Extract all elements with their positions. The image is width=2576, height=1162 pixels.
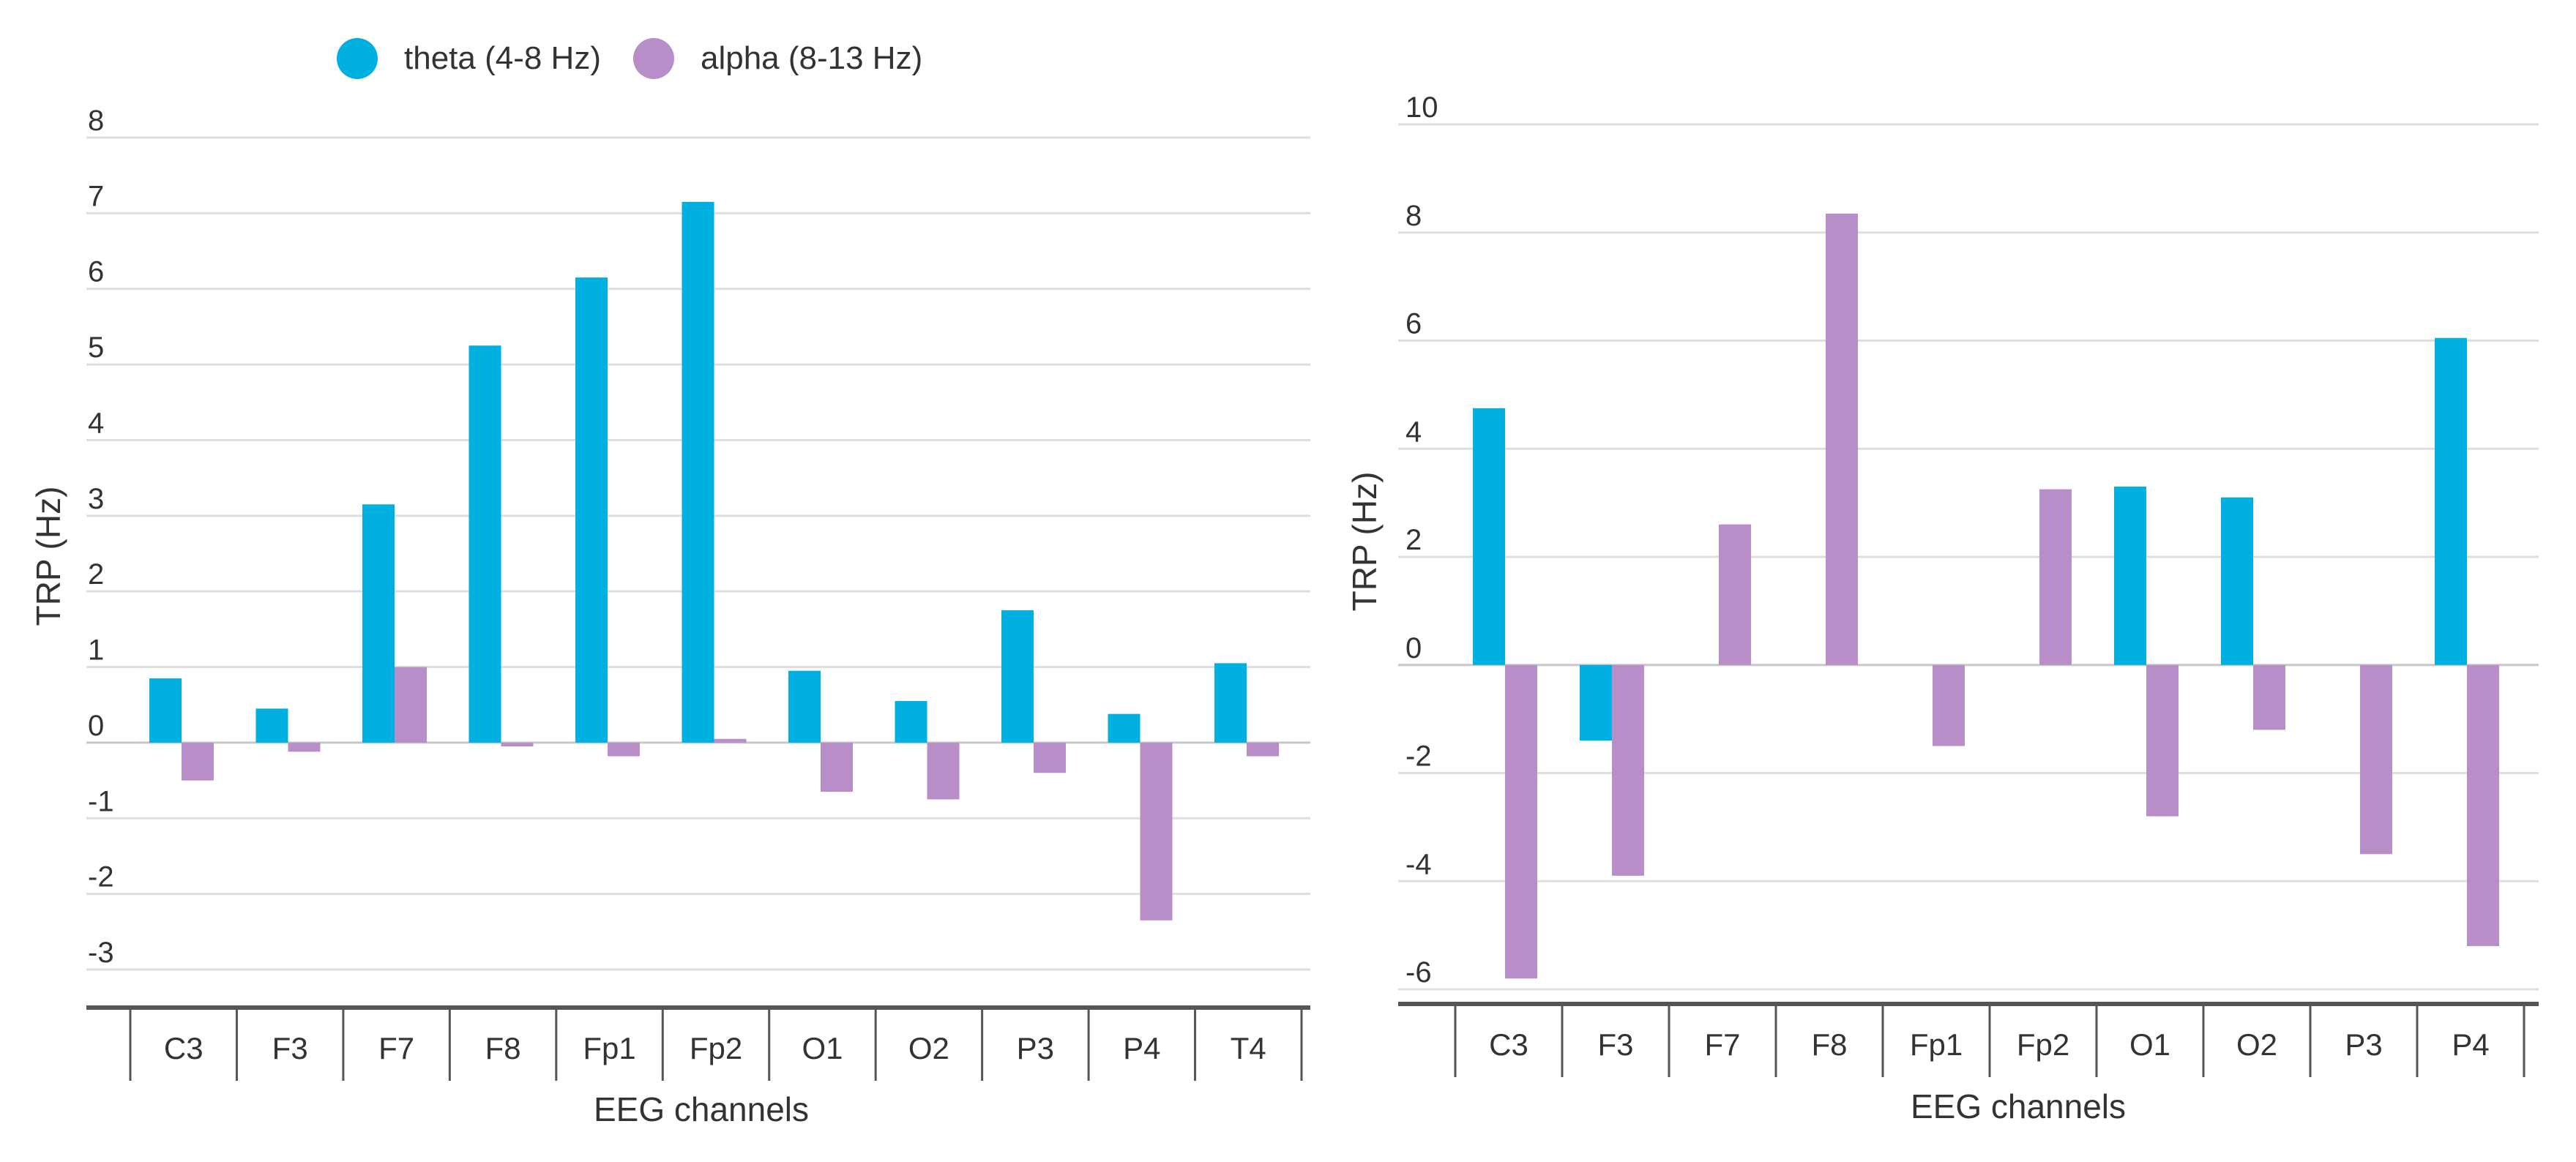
y-tick-label: -6	[1405, 956, 1432, 989]
bar-alpha-f7	[1719, 524, 1751, 665]
bar-theta-o1	[788, 670, 821, 743]
x-tick-label: F7	[378, 1031, 414, 1065]
x-axis-title: EEG channels	[1911, 1087, 2126, 1125]
x-axis-title: EEG channels	[594, 1090, 809, 1128]
x-tick-label: Fp1	[1910, 1027, 1963, 1062]
x-tick-label: T4	[1231, 1031, 1266, 1065]
bar-alpha-f3	[1612, 664, 1644, 876]
y-tick-label: 0	[1405, 632, 1422, 664]
y-axis-title: TRP (Hz)	[29, 487, 67, 626]
bar-theta-fp2	[682, 201, 714, 743]
bar-alpha-f8	[1826, 213, 1858, 665]
bar-theta-f3	[255, 708, 288, 743]
bar-alpha-fp1	[608, 742, 640, 757]
y-tick-label: 3	[88, 483, 104, 515]
legend-item-theta[interactable]: theta (4-8 Hz)	[337, 38, 601, 79]
y-axis-title: TRP (Hz)	[1345, 472, 1384, 612]
bar-theta-f3	[1580, 664, 1612, 741]
bar-alpha-o2	[2253, 664, 2285, 730]
chart-legend: theta (4-8 Hz) alpha (8-13 Hz)	[337, 32, 955, 85]
x-tick-label: F7	[1704, 1027, 1740, 1062]
legend-item-alpha[interactable]: alpha (8-13 Hz)	[632, 38, 923, 79]
bar-theta-t4	[1214, 663, 1247, 743]
bar-theta-o2	[2221, 497, 2253, 665]
bar-theta-fp1	[575, 277, 608, 743]
y-tick-label: 1	[88, 634, 104, 667]
bar-alpha-p4	[2467, 664, 2499, 946]
bar-theta-c3	[149, 678, 182, 743]
bar-theta-o1	[2114, 486, 2146, 665]
x-tick-label: O2	[908, 1031, 949, 1065]
x-tick-label: F8	[485, 1031, 521, 1065]
legend-alpha-swatch	[632, 38, 674, 79]
y-tick-label: -1	[88, 785, 114, 817]
bar-alpha-p4	[1140, 742, 1173, 921]
y-tick-label: 2	[1405, 524, 1422, 556]
y-tick-label: 4	[1405, 416, 1422, 448]
bar-theta-f7	[362, 504, 395, 743]
legend-theta-label: theta (4-8 Hz)	[404, 40, 601, 76]
legend-theta-swatch	[337, 38, 378, 79]
x-tick-label: Fp2	[2017, 1027, 2069, 1062]
y-tick-label: 6	[88, 256, 104, 288]
y-tick-label: 8	[88, 105, 104, 137]
y-tick-label: 2	[88, 558, 104, 591]
bar-alpha-p3	[2360, 664, 2392, 855]
bar-alpha-p3	[1034, 742, 1066, 773]
bar-theta-f8	[468, 345, 501, 743]
x-tick-label: F8	[1811, 1027, 1847, 1062]
y-tick-label: 0	[88, 710, 104, 742]
x-tick-label: C3	[1489, 1027, 1528, 1062]
y-tick-label: 6	[1405, 308, 1422, 340]
x-tick-label: P3	[1017, 1031, 1054, 1065]
bar-theta-o2	[895, 701, 927, 743]
y-tick-label: -3	[88, 937, 114, 969]
x-tick-label: O1	[802, 1031, 843, 1065]
bar-alpha-f3	[288, 742, 321, 752]
bar-theta-p4	[2435, 337, 2467, 665]
bar-alpha-f8	[501, 742, 534, 747]
bar-theta-c3	[1473, 408, 1505, 665]
x-tick-label: F3	[1597, 1027, 1633, 1062]
bar-alpha-o2	[927, 742, 960, 800]
bar-alpha-fp2	[714, 738, 747, 743]
bar-alpha-o1	[2146, 664, 2179, 817]
x-tick-label: P4	[1123, 1031, 1160, 1065]
y-tick-label: 8	[1405, 200, 1422, 232]
y-tick-label: -4	[1405, 848, 1432, 880]
bar-alpha-c3	[1505, 664, 1537, 979]
x-tick-label: P4	[2452, 1027, 2489, 1062]
x-tick-label: P3	[2345, 1027, 2382, 1062]
bar-theta-p4	[1108, 713, 1140, 743]
x-tick-label: C3	[164, 1031, 204, 1065]
y-tick-label: -2	[1405, 741, 1432, 773]
legend-alpha-label: alpha (8-13 Hz)	[700, 40, 923, 76]
x-tick-label: F3	[272, 1031, 308, 1065]
bar-alpha-c3	[182, 742, 214, 781]
bar-alpha-t4	[1247, 742, 1279, 757]
y-tick-label: 10	[1405, 91, 1438, 124]
bar-alpha-fp2	[2039, 489, 2072, 665]
bar-alpha-f7	[395, 667, 427, 743]
bar-alpha-fp1	[1933, 664, 1965, 746]
y-tick-label: -2	[88, 861, 114, 893]
x-tick-label: Fp1	[583, 1031, 635, 1065]
bar-alpha-o1	[821, 742, 853, 792]
x-tick-label: O1	[2129, 1027, 2170, 1062]
x-tick-label: O2	[2236, 1027, 2277, 1062]
bar-theta-p3	[1001, 610, 1034, 743]
y-tick-label: 7	[88, 180, 104, 212]
y-tick-label: 5	[88, 331, 104, 364]
x-tick-label: Fp2	[690, 1031, 742, 1065]
y-tick-label: 4	[88, 407, 104, 439]
